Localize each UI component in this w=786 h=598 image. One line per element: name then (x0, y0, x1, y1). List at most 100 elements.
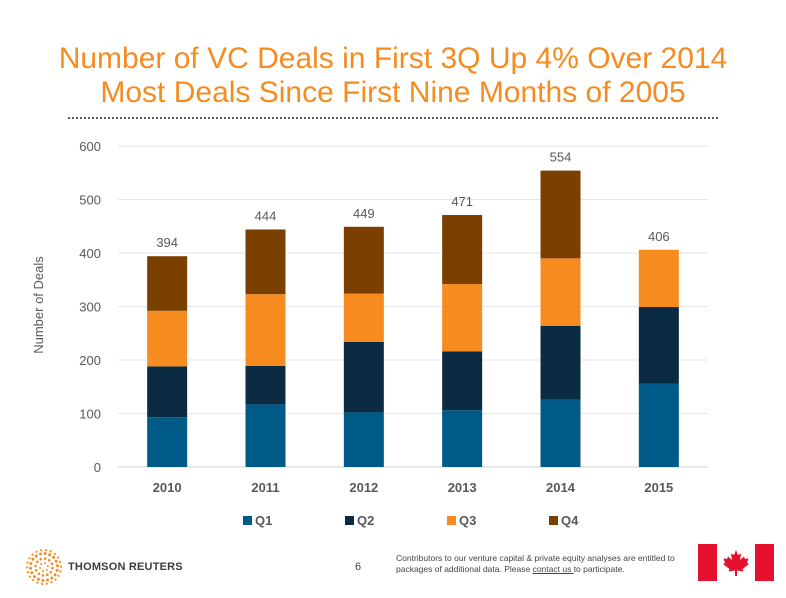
slide-title: Number of VC Deals in First 3Q Up 4% Ove… (0, 42, 786, 110)
y-tick-label: 100 (79, 407, 101, 422)
total-data-label: 394 (156, 235, 178, 250)
contact-us-link[interactable]: contact us (532, 564, 574, 574)
y-tick-label: 400 (79, 246, 101, 261)
logo-dot (48, 553, 52, 557)
logo-dot (53, 573, 57, 577)
x-tick-label: 2015 (644, 480, 673, 495)
note-text-start: Contributors to our venture capital & pr… (396, 553, 675, 574)
logo-dot (45, 573, 49, 577)
logo-dot (39, 566, 42, 569)
note-text-end: to participate. (573, 564, 625, 574)
logo-dot (28, 575, 32, 578)
bar-segment-q3 (442, 284, 483, 352)
logo-dot (31, 557, 35, 561)
bar-segment-q4 (442, 215, 483, 285)
logo-dot (36, 577, 40, 581)
bar-segment-q2 (638, 307, 679, 384)
legend-swatch-q2 (345, 516, 354, 525)
y-tick-label: 600 (79, 139, 101, 154)
logo-dot (40, 582, 44, 585)
legend-swatch-q1 (243, 516, 252, 525)
legend-label: Q4 (561, 513, 579, 528)
logo-dot (44, 562, 47, 565)
logo-dot (47, 558, 51, 562)
logo-dot (55, 568, 59, 572)
title-line-2: Most Deals Since First Nine Months of 20… (100, 76, 686, 109)
legend-swatch-q3 (447, 516, 456, 525)
logo-dot (49, 570, 53, 574)
y-axis-label: Number of Deals (31, 256, 46, 354)
x-tick-label: 2013 (448, 480, 477, 495)
logo-dot (41, 578, 45, 582)
logo-dot (30, 571, 34, 575)
x-tick-label: 2012 (349, 480, 378, 495)
logo-dot (45, 582, 48, 585)
logo-dot (51, 566, 54, 570)
bar-segment-q4 (147, 256, 188, 311)
total-data-label: 449 (353, 206, 375, 221)
bar-segment-q3 (245, 294, 286, 366)
thomson-reuters-logo-icon (26, 549, 62, 585)
title-line-1: Number of VC Deals in First 3Q Up 4% Ove… (58, 42, 728, 75)
logo-dot (43, 557, 47, 560)
logo-dot (54, 578, 57, 581)
bar-segment-q1 (245, 404, 286, 467)
logo-dot (54, 559, 58, 563)
logo-dot (41, 569, 44, 572)
total-data-label: 554 (550, 150, 572, 165)
logo-dot (36, 581, 39, 584)
contributors-note: Contributors to our venture capital & pr… (396, 553, 696, 575)
logo-dot (39, 557, 43, 561)
stacked-bar-chart: 0 100 200 300 400 500 600 Number of Deals 394 201… (31, 139, 708, 528)
bar-segment-q2 (245, 365, 286, 405)
logo-dot (26, 566, 29, 569)
logo-dot (46, 578, 50, 582)
bar-segment-q4 (245, 229, 286, 295)
bar-segment-q4 (343, 226, 384, 294)
x-tick-label: 2011 (251, 480, 279, 495)
y-tick-label: 300 (79, 300, 101, 315)
logo-dot (38, 552, 42, 556)
x-tick-label: 2010 (153, 480, 182, 495)
y-tick-label: 500 (79, 193, 101, 208)
bar-segment-q1 (442, 410, 483, 467)
bar-segment-q2 (540, 325, 581, 400)
logo-dot (40, 563, 43, 566)
logo-dot (33, 575, 36, 579)
total-data-label: 406 (648, 229, 670, 244)
logo-dot (31, 553, 34, 556)
bar-segment-q1 (540, 399, 581, 467)
legend-label: Q3 (459, 513, 476, 528)
logo-dot (29, 566, 33, 570)
total-data-label: 444 (255, 208, 277, 223)
bar-segment-q2 (442, 351, 483, 411)
logo-dot (56, 556, 60, 559)
bar-segment-q3 (343, 293, 384, 342)
logo-dot (28, 557, 31, 560)
logo-dot (26, 561, 29, 564)
legend-label: Q1 (255, 513, 272, 528)
logo-dot (43, 552, 47, 556)
title-divider (68, 117, 718, 119)
logo-dot (34, 554, 38, 558)
logo-dot (46, 565, 49, 568)
y-tick-label: 200 (79, 353, 101, 368)
bar-segment-q2 (343, 341, 384, 413)
logo-dot (34, 564, 37, 568)
logo-dot (50, 562, 54, 566)
logo-dot (34, 568, 38, 572)
logo-dot (35, 560, 39, 564)
logo-dot (49, 550, 52, 553)
logo-dot (29, 562, 33, 566)
bar-segment-q1 (147, 417, 188, 467)
page-number: 6 (355, 561, 362, 573)
legend-label: Q2 (357, 513, 374, 528)
logo-dot (50, 581, 53, 584)
logo-dot (41, 574, 45, 577)
bar-segment-q3 (540, 258, 581, 326)
logo-dot (52, 555, 55, 559)
logo-dot (50, 576, 54, 580)
y-tick-label: 0 (94, 460, 101, 475)
logo-dot (53, 552, 56, 555)
logo-dot (37, 572, 41, 576)
